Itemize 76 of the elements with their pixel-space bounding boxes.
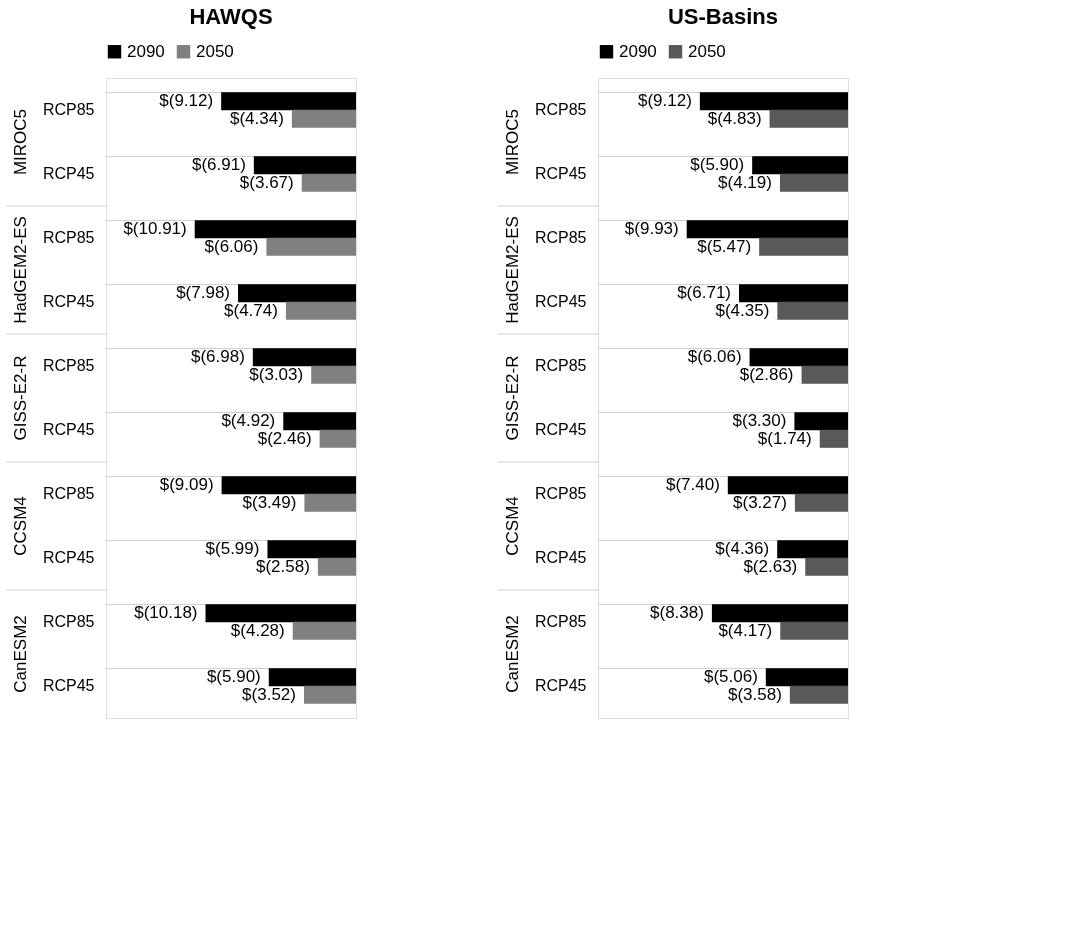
data-label: $(3.03) <box>249 364 304 384</box>
text: MIROC5 <box>11 108 30 176</box>
text: GISS-E2-R <box>503 355 522 441</box>
data-label: $(4.83) <box>707 108 762 128</box>
chart-title: HAWQS <box>189 4 273 29</box>
y-tick-label: RCP45 <box>42 549 95 566</box>
data-label: $(3.30) <box>732 411 787 431</box>
data-label: $(10.18) <box>134 603 198 623</box>
y-tick-label: RCP85 <box>42 485 95 502</box>
data-label: $(4.19) <box>718 172 772 192</box>
data-label: $(5.06) <box>703 667 758 687</box>
y-tick-label: RCP45 <box>42 165 95 182</box>
y-tick-label: RCP45 <box>534 293 587 310</box>
data-label: $(9.12) <box>159 91 214 111</box>
y-tick-label: RCP45 <box>534 549 587 566</box>
data-label: $(3.49) <box>242 492 297 512</box>
text: HadGEM2-ES <box>11 216 30 324</box>
text: CCSM4 <box>503 496 522 556</box>
data-label: $(8.38) <box>650 603 704 623</box>
text: CanESM2 <box>11 615 30 693</box>
data-label: $(9.93) <box>624 219 679 239</box>
data-label: $(2.86) <box>739 364 794 384</box>
data-label: $(3.67) <box>239 172 294 192</box>
legend-label: 2090 <box>619 41 657 61</box>
data-label: $(5.99) <box>205 539 260 559</box>
y-tick-label: RCP45 <box>42 677 95 694</box>
y-tick-label: RCP85 <box>42 229 95 246</box>
y-tick-label: RCP85 <box>534 229 587 246</box>
y-tick-label: RCP85 <box>534 485 587 502</box>
y-tick-label: RCP85 <box>42 613 95 630</box>
y-tick-label: RCP85 <box>534 101 587 118</box>
y-tick-label: RCP45 <box>534 421 587 438</box>
data-label: $(3.52) <box>242 684 296 704</box>
data-label: $(4.35) <box>715 300 770 320</box>
y-tick-label: RCP45 <box>42 421 95 438</box>
y-tick-label: RCP45 <box>42 293 95 310</box>
y-tick-label: RCP85 <box>42 357 95 374</box>
data-label: $(3.58) <box>727 684 782 704</box>
data-label: $(4.28) <box>230 620 285 640</box>
text: HadGEM2-ES <box>503 216 522 324</box>
data-label: $(9.12) <box>637 91 692 111</box>
data-label: $(6.06) <box>204 236 259 256</box>
data-label: $(4.34) <box>229 108 284 128</box>
legend-label: 2050 <box>688 41 726 61</box>
text: MIROC5 <box>503 108 522 176</box>
legend-label: 2050 <box>196 41 234 61</box>
data-label: $(9.09) <box>159 475 214 495</box>
data-label: $(5.47) <box>697 236 752 256</box>
chart-title: US-Basins <box>667 4 779 29</box>
data-label: $(4.74) <box>224 300 278 320</box>
data-label: $(6.91) <box>191 155 246 175</box>
y-tick-label: RCP85 <box>42 101 95 118</box>
y-tick-label: RCP85 <box>534 613 587 630</box>
data-label: $(5.90) <box>690 155 745 175</box>
data-label: $(5.90) <box>206 667 261 687</box>
y-tick-label: RCP45 <box>534 677 587 694</box>
data-label: $(4.92) <box>221 411 276 431</box>
data-label: $(2.46) <box>257 428 312 448</box>
y-tick-label: RCP85 <box>534 357 587 374</box>
data-label: $(7.98) <box>176 283 231 303</box>
data-label: $(7.40) <box>665 475 720 495</box>
data-label: $(2.63) <box>743 556 798 576</box>
text: GISS-E2-R <box>11 355 30 441</box>
data-label: $(4.36) <box>715 539 770 559</box>
data-label: $(2.58) <box>255 556 310 576</box>
data-label: $(6.71) <box>677 283 732 303</box>
data-label: $(10.91) <box>123 219 187 239</box>
data-label: $(6.06) <box>687 347 742 367</box>
data-label: $(4.17) <box>718 620 773 640</box>
data-label: $(1.74) <box>757 428 812 448</box>
legend-label: 2090 <box>127 41 165 61</box>
text: CanESM2 <box>503 615 522 693</box>
data-label: $(6.98) <box>190 347 245 367</box>
text: CCSM4 <box>11 496 30 556</box>
data-label: $(3.27) <box>733 492 787 512</box>
y-tick-label: RCP45 <box>534 165 587 182</box>
